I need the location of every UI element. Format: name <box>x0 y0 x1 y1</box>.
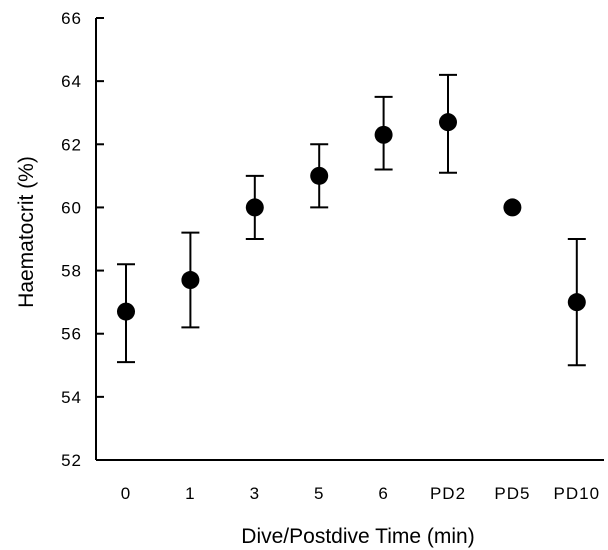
data-point <box>181 271 200 290</box>
y-tick-label: 58 <box>61 262 82 281</box>
y-tick-label: 52 <box>61 451 82 470</box>
x-axis-title: Dive/Postdive Time (min) <box>241 525 474 548</box>
y-tick-label: 60 <box>61 198 82 217</box>
x-tick-label: 3 <box>250 484 260 503</box>
data-point <box>374 125 393 144</box>
data-point <box>310 166 329 185</box>
y-tick-label: 66 <box>61 9 82 28</box>
data-point <box>503 198 522 217</box>
x-tick-label: PD10 <box>554 484 601 503</box>
data-point <box>245 198 264 217</box>
y-tick-label: 54 <box>61 388 82 407</box>
x-tick-label: 6 <box>378 484 388 503</box>
y-tick-label: 56 <box>61 325 82 344</box>
x-tick-label: 0 <box>121 484 131 503</box>
y-tick-label: 62 <box>61 135 82 154</box>
y-axis-title: Haematocrit (%) <box>15 156 38 308</box>
y-tick-label: 64 <box>61 72 82 91</box>
x-tick-label: 1 <box>185 484 195 503</box>
x-tick-label: PD5 <box>494 484 530 503</box>
data-point <box>439 113 457 132</box>
data-point <box>567 293 586 312</box>
data-point <box>117 302 135 321</box>
x-tick-label: 5 <box>314 484 324 503</box>
x-tick-label: PD2 <box>430 484 466 503</box>
